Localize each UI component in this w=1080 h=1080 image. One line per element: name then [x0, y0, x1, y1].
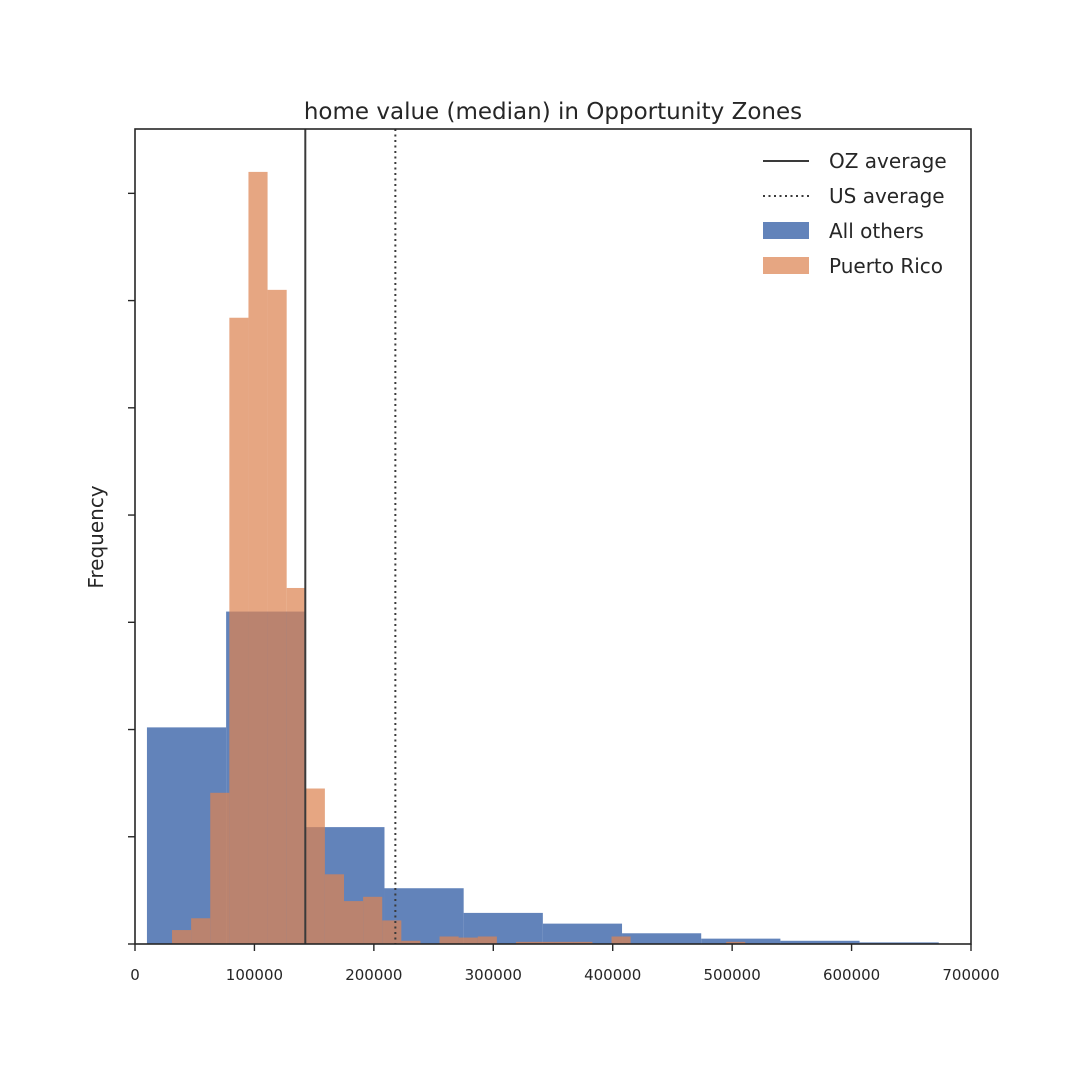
- histogram-bar: [344, 901, 364, 944]
- x-tick-label: 700000: [942, 966, 999, 984]
- histogram-bar: [210, 792, 230, 944]
- histogram-bar: [780, 940, 860, 944]
- plot-frame: [134, 128, 972, 945]
- legend-us-average: US average: [763, 184, 945, 208]
- histogram-bar: [554, 941, 574, 944]
- x-tick-label: 0: [130, 966, 140, 984]
- y-axis-label: Frequency: [84, 485, 108, 588]
- x-tick-label: 200000: [345, 966, 402, 984]
- x-tick-label: 500000: [704, 966, 761, 984]
- histogram-bar: [859, 942, 939, 944]
- histogram-bar: [229, 317, 249, 945]
- histogram-bar: [542, 923, 623, 944]
- histogram-bar: [382, 920, 402, 944]
- histogram-bar: [726, 941, 746, 944]
- reference-lines-layer: [304, 129, 397, 944]
- histogram-bar: [363, 896, 383, 944]
- histogram-bar: [305, 788, 325, 944]
- axes-layer: 0 100000 200000 300000 400000 500000 600000 700…: [128, 128, 1000, 984]
- legend-label: Puerto Rico: [829, 254, 943, 278]
- legend-label: OZ average: [829, 149, 947, 173]
- histogram-bar: [515, 941, 536, 944]
- histogram-bar: [172, 930, 192, 944]
- legend-label: All others: [829, 219, 924, 243]
- histogram-bar: [439, 936, 459, 944]
- histogram-bar: [324, 874, 344, 944]
- legend-puerto-rico: Puerto Rico: [763, 254, 943, 278]
- histogram-bar: [267, 289, 287, 945]
- histogram-bar: [611, 936, 631, 944]
- histogram-bar: [622, 933, 702, 944]
- histogram-bar: [535, 941, 555, 944]
- histogram-bar: [248, 171, 268, 945]
- histogram-bar: [286, 587, 306, 944]
- legend-all-others: All others: [763, 219, 924, 243]
- legend-label: US average: [829, 184, 945, 208]
- histogram-bar: [458, 937, 478, 944]
- series-1: [172, 171, 746, 945]
- bars-layer: [146, 171, 939, 945]
- x-tick-label: 100000: [226, 966, 283, 984]
- chart-title: home value (median) in Opportunity Zones: [304, 99, 802, 125]
- histogram-bar: [573, 941, 593, 944]
- x-tick-label: 400000: [584, 966, 641, 984]
- histogram-bar: [477, 936, 497, 944]
- histogram-bar: [191, 918, 211, 944]
- legend: OZ average US average All others Puerto Ric…: [763, 149, 947, 278]
- histogram-bar: [401, 940, 421, 944]
- legend-patch-swatch: [763, 222, 809, 239]
- histogram-bar: [701, 938, 781, 944]
- legend-patch-swatch: [763, 257, 809, 274]
- x-tick-label: 300000: [465, 966, 522, 984]
- legend-oz-average: OZ average: [763, 149, 947, 173]
- x-tick-label: 600000: [823, 966, 880, 984]
